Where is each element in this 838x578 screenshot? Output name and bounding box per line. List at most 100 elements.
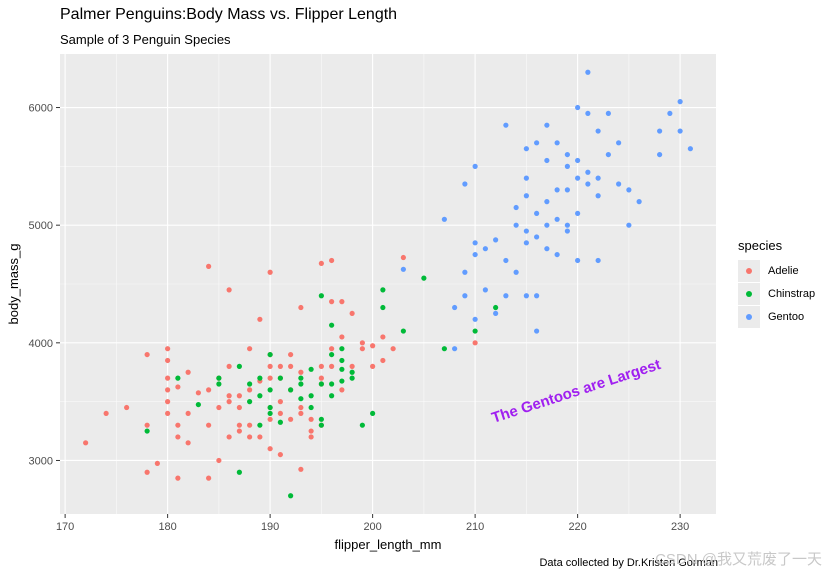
y-tick-label: 3000 — [29, 455, 53, 467]
point-chinstrap — [329, 322, 335, 328]
point-adelie — [154, 460, 160, 467]
point-gentoo — [462, 293, 468, 299]
point-chinstrap — [441, 346, 447, 352]
y-tick-label: 4000 — [29, 338, 53, 350]
point-adelie — [359, 346, 365, 352]
point-chinstrap — [236, 363, 242, 369]
point-gentoo — [544, 222, 550, 228]
point-adelie — [247, 387, 253, 393]
point-adelie — [288, 351, 294, 358]
point-gentoo — [657, 151, 663, 158]
point-adelie — [175, 422, 181, 428]
point-adelie — [216, 457, 222, 464]
point-adelie — [370, 343, 376, 349]
point-chinstrap — [349, 369, 355, 375]
point-gentoo — [677, 128, 683, 134]
point-adelie — [359, 340, 365, 346]
point-gentoo — [513, 204, 519, 211]
point-chinstrap — [493, 304, 499, 311]
legend-key — [738, 282, 760, 305]
point-gentoo — [534, 210, 540, 217]
point-gentoo — [554, 187, 560, 193]
point-gentoo — [503, 257, 509, 264]
point-gentoo — [503, 293, 509, 299]
point-chinstrap — [380, 287, 386, 293]
point-adelie — [226, 434, 232, 440]
point-adelie — [277, 363, 283, 369]
point-adelie — [236, 428, 242, 434]
point-gentoo — [554, 216, 560, 222]
point-chinstrap — [298, 396, 304, 402]
legend-item-chinstrap: Chinstrap — [738, 282, 815, 305]
x-tick-label: 180 — [158, 521, 176, 533]
point-gentoo — [544, 199, 550, 205]
point-gentoo — [544, 157, 550, 164]
point-chinstrap — [318, 416, 324, 422]
point-chinstrap — [288, 387, 294, 393]
point-adelie — [288, 416, 294, 422]
point-gentoo — [493, 310, 499, 317]
point-adelie — [288, 363, 294, 369]
point-adelie — [165, 375, 171, 381]
point-adelie — [144, 351, 150, 358]
point-gentoo — [534, 293, 540, 299]
point-adelie — [195, 390, 201, 396]
point-gentoo — [523, 146, 529, 152]
point-gentoo — [554, 251, 560, 258]
point-adelie — [165, 399, 171, 405]
point-adelie — [247, 434, 253, 440]
point-adelie — [226, 399, 232, 405]
point-chinstrap — [329, 393, 335, 399]
point-chinstrap — [277, 419, 283, 425]
legend-marker — [746, 290, 752, 297]
point-adelie — [339, 299, 345, 305]
point-chinstrap — [339, 366, 345, 372]
point-adelie — [226, 287, 232, 293]
point-chinstrap — [277, 375, 283, 381]
x-tick-label: 170 — [56, 521, 74, 533]
point-chinstrap — [267, 404, 273, 411]
point-gentoo — [585, 110, 591, 117]
point-adelie — [329, 257, 335, 264]
point-adelie — [165, 410, 171, 417]
point-chinstrap — [318, 381, 324, 387]
point-gentoo — [472, 240, 478, 246]
point-gentoo — [575, 157, 581, 164]
point-gentoo — [564, 187, 570, 193]
point-adelie — [318, 375, 324, 381]
point-adelie — [175, 384, 181, 390]
point-chinstrap — [308, 366, 314, 372]
point-gentoo — [523, 228, 529, 234]
point-adelie — [216, 404, 222, 411]
point-chinstrap — [421, 275, 427, 281]
point-gentoo — [616, 181, 622, 187]
point-chinstrap — [308, 393, 314, 399]
x-axis-ticks: 170 180 190 200 210 220 230 — [56, 514, 689, 533]
point-chinstrap — [329, 381, 335, 387]
point-chinstrap — [267, 410, 273, 417]
point-adelie — [298, 369, 304, 375]
point-adelie — [165, 387, 171, 393]
point-gentoo — [503, 122, 509, 128]
point-gentoo — [452, 346, 458, 352]
point-adelie — [318, 260, 324, 267]
point-chinstrap — [267, 351, 273, 358]
y-axis-ticks: 3000 4000 5000 6000 — [29, 103, 60, 467]
point-gentoo — [605, 151, 611, 158]
point-adelie — [185, 410, 191, 417]
point-adelie — [267, 269, 273, 275]
point-gentoo — [636, 199, 642, 205]
legend: species Adelie Chinstrap Gentoo — [738, 238, 815, 328]
point-adelie — [165, 357, 171, 364]
point-gentoo — [595, 128, 601, 134]
point-gentoo — [616, 140, 622, 146]
point-gentoo — [472, 316, 478, 322]
point-gentoo — [462, 181, 468, 187]
point-gentoo — [452, 304, 458, 311]
point-adelie — [472, 340, 478, 346]
point-adelie — [175, 434, 181, 440]
point-adelie — [298, 304, 304, 311]
point-adelie — [185, 369, 191, 375]
point-gentoo — [677, 99, 683, 105]
